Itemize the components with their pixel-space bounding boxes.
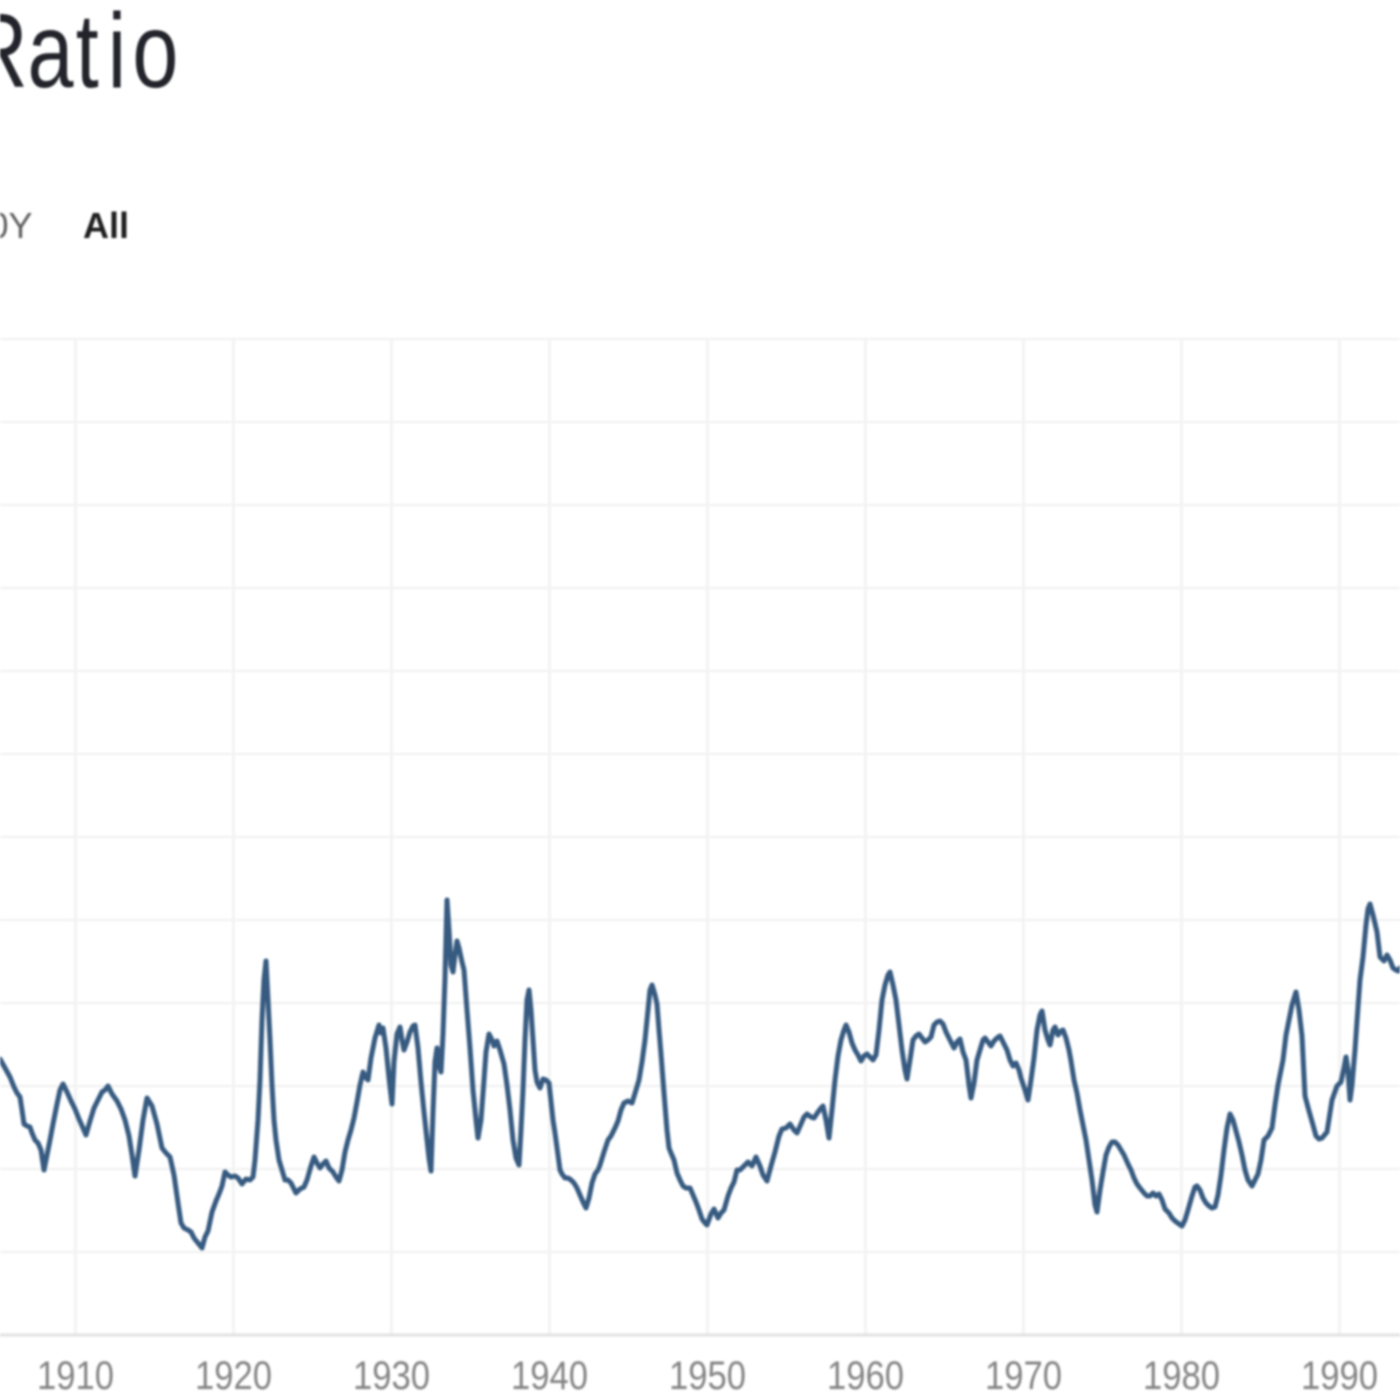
svg-text:1950: 1950 — [669, 1354, 746, 1398]
svg-text:All: All — [83, 205, 129, 246]
svg-text:1920: 1920 — [195, 1354, 272, 1398]
svg-text:1960: 1960 — [827, 1354, 904, 1398]
svg-text:10Y: 10Y — [0, 205, 33, 246]
svg-text:1990: 1990 — [1301, 1354, 1378, 1398]
svg-text:1970: 1970 — [985, 1354, 1062, 1398]
svg-text:1910: 1910 — [37, 1354, 114, 1398]
svg-text:1980: 1980 — [1143, 1354, 1220, 1398]
svg-text:1930: 1930 — [353, 1354, 430, 1398]
svg-text:1940: 1940 — [511, 1354, 588, 1398]
svg-text:Ratio: Ratio — [0, 0, 178, 110]
